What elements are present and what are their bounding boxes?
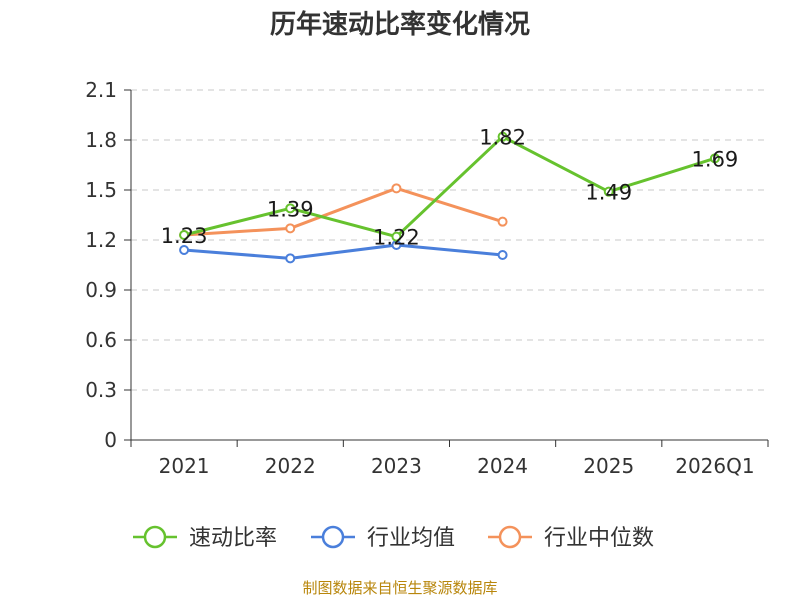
legend-label: 行业均值 <box>367 526 455 551</box>
series-line-1 <box>183 243 503 260</box>
series-line-0 <box>183 135 716 239</box>
data-label: 1.22 <box>373 226 420 250</box>
y-tick-label: 0 <box>104 428 117 452</box>
legend-item-2[interactable]: 行业中位数 <box>488 525 654 551</box>
y-tick-label: 0.9 <box>85 278 117 302</box>
legend-item-0[interactable]: 速动比率 <box>133 525 277 551</box>
x-tick-label: 2025 <box>583 454 634 478</box>
data-point-2 <box>497 216 508 227</box>
chart-title: 历年速动比率变化情况 <box>270 9 530 40</box>
data-point-1 <box>497 250 508 260</box>
x-axis-labels: 2021 2022 2023 2024 2025 2026Q1 <box>159 454 755 478</box>
series-layer <box>179 131 720 264</box>
x-tick-label: 2021 <box>159 454 210 478</box>
series-line-2 <box>183 186 504 237</box>
data-point-0 <box>391 231 402 242</box>
y-axis-labels: 0 0.3 0.6 0.9 1.2 1.5 1.8 2.1 <box>85 78 117 452</box>
data-point-0 <box>179 230 190 240</box>
data-point-1 <box>179 245 190 255</box>
y-tick-label: 0.6 <box>85 328 117 352</box>
data-label: 1.23 <box>161 224 208 248</box>
legend-marker <box>498 525 522 549</box>
y-tick-label: 1.5 <box>85 178 117 202</box>
legend-marker <box>143 525 167 549</box>
legend[interactable]: 速动比率 行业均值 行业中位数 <box>133 525 654 551</box>
data-point-2 <box>391 183 402 194</box>
data-label: 1.39 <box>267 197 314 221</box>
data-label: 1.49 <box>585 181 632 205</box>
data-point-1 <box>285 253 296 264</box>
x-tick-label: 2026Q1 <box>675 454 754 478</box>
x-tick-label: 2022 <box>265 454 316 478</box>
legend-label: 速动比率 <box>189 526 277 551</box>
data-point-0 <box>603 186 614 197</box>
y-tick-label: 0.3 <box>85 378 117 402</box>
source-note: 制图数据来自恒生聚源数据库 <box>302 579 497 597</box>
legend-marker <box>321 525 345 549</box>
y-tick-label: 1.2 <box>85 228 117 252</box>
data-label: 1.82 <box>479 126 526 150</box>
y-tick-label: 1.8 <box>85 128 117 152</box>
data-labels: 1.23 1.39 1.22 1.82 1.49 1.69 <box>161 126 739 250</box>
data-point-2 <box>285 223 296 234</box>
data-point-0 <box>497 131 508 142</box>
x-tick-label: 2023 <box>371 454 422 478</box>
grid-lines <box>131 89 768 391</box>
data-point-0 <box>709 153 720 164</box>
axes <box>124 89 769 447</box>
legend-item-1[interactable]: 行业均值 <box>311 525 455 551</box>
data-label: 1.69 <box>692 147 739 171</box>
legend-label: 行业中位数 <box>544 526 654 551</box>
y-tick-label: 2.1 <box>85 78 117 102</box>
data-point-0 <box>285 203 296 214</box>
x-tick-label: 2024 <box>477 454 528 478</box>
